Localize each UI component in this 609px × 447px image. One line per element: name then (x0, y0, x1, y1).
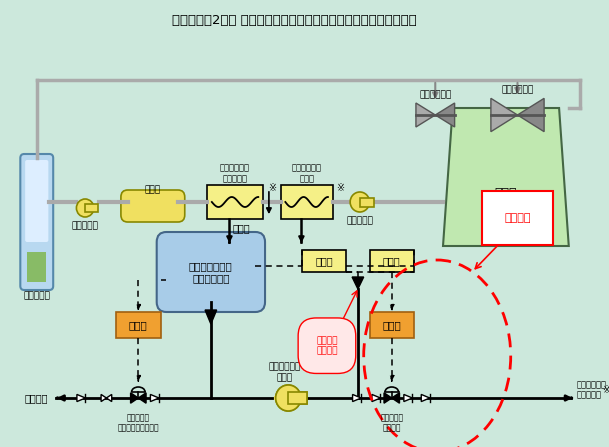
Bar (281, 185, 333, 219)
FancyBboxPatch shape (121, 190, 185, 222)
Bar (302, 250, 347, 272)
Polygon shape (360, 198, 375, 207)
Text: 調節器: 調節器 (129, 320, 148, 330)
Polygon shape (130, 393, 138, 403)
Polygon shape (404, 394, 412, 401)
Text: 復水器へ: 復水器へ (25, 393, 48, 403)
Text: 高圧タービン: 高圧タービン (419, 90, 451, 99)
FancyBboxPatch shape (157, 232, 265, 312)
Polygon shape (77, 394, 85, 401)
Circle shape (76, 199, 94, 217)
Polygon shape (372, 394, 381, 401)
Bar (27, 252, 46, 282)
Text: 検出器: 検出器 (383, 256, 401, 266)
Bar (116, 312, 161, 338)
Polygon shape (435, 103, 455, 127)
Text: 検出器: 検出器 (315, 256, 333, 266)
Text: 低圧タービン: 低圧タービン (501, 85, 533, 94)
FancyBboxPatch shape (20, 154, 53, 290)
Polygon shape (384, 393, 392, 403)
Text: ドレンタンク
ポンプ: ドレンタンク ポンプ (268, 363, 300, 382)
Text: 蒸気発生器: 蒸気発生器 (23, 291, 50, 300)
Circle shape (276, 385, 301, 411)
Text: 第２～３低圧
給水加熱器: 第２～３低圧 給水加熱器 (220, 164, 250, 183)
Polygon shape (288, 392, 307, 404)
Text: ※: ※ (602, 385, 609, 395)
Text: 水位制御弁
（常用）: 水位制御弁 （常用） (380, 413, 403, 432)
Text: ドレン: ドレン (233, 223, 250, 233)
Text: 給水ポンプ: 給水ポンプ (72, 221, 99, 230)
Polygon shape (491, 98, 518, 132)
Polygon shape (416, 103, 435, 127)
FancyBboxPatch shape (25, 160, 48, 242)
Bar (370, 250, 414, 272)
Text: 当該箇所: 当該箇所 (504, 213, 531, 223)
Polygon shape (101, 394, 107, 401)
Polygon shape (138, 393, 146, 403)
Text: 水位制御弁
（バックアップ用）: 水位制御弁 （バックアップ用） (118, 413, 159, 432)
Polygon shape (421, 394, 430, 401)
Text: 伊方発電所2号機 低圧給水加熱器ドレンタンク水位制御系統概略図: 伊方発電所2号機 低圧給水加熱器ドレンタンク水位制御系統概略図 (172, 14, 417, 27)
Polygon shape (353, 394, 361, 401)
Polygon shape (443, 108, 569, 246)
Polygon shape (205, 310, 217, 324)
Polygon shape (150, 394, 159, 401)
Text: 調節器: 調節器 (382, 320, 401, 330)
Circle shape (276, 385, 301, 411)
Polygon shape (288, 392, 307, 404)
Text: ※: ※ (268, 183, 276, 193)
Text: 空気吸い
込み箇所: 空気吸い 込み箇所 (316, 336, 338, 355)
Bar (207, 185, 263, 219)
Text: 復水ポンプ: 復水ポンプ (347, 216, 373, 225)
Text: 脱気器: 脱気器 (145, 185, 161, 194)
Bar (370, 312, 414, 338)
Text: 低圧給水加熱器
ドレンタンク: 低圧給水加熱器 ドレンタンク (189, 261, 233, 283)
Polygon shape (85, 204, 98, 212)
Text: 第１低圧給水
加熱器出口: 第１低圧給水 加熱器出口 (577, 380, 607, 400)
Circle shape (350, 192, 370, 212)
Polygon shape (352, 277, 364, 289)
Text: 第１低圧給水
加熱器: 第１低圧給水 加熱器 (292, 164, 322, 183)
Polygon shape (107, 394, 111, 401)
Text: ※: ※ (336, 183, 343, 193)
Polygon shape (518, 98, 544, 132)
Text: 復水器: 復水器 (495, 187, 517, 200)
Polygon shape (392, 393, 400, 403)
